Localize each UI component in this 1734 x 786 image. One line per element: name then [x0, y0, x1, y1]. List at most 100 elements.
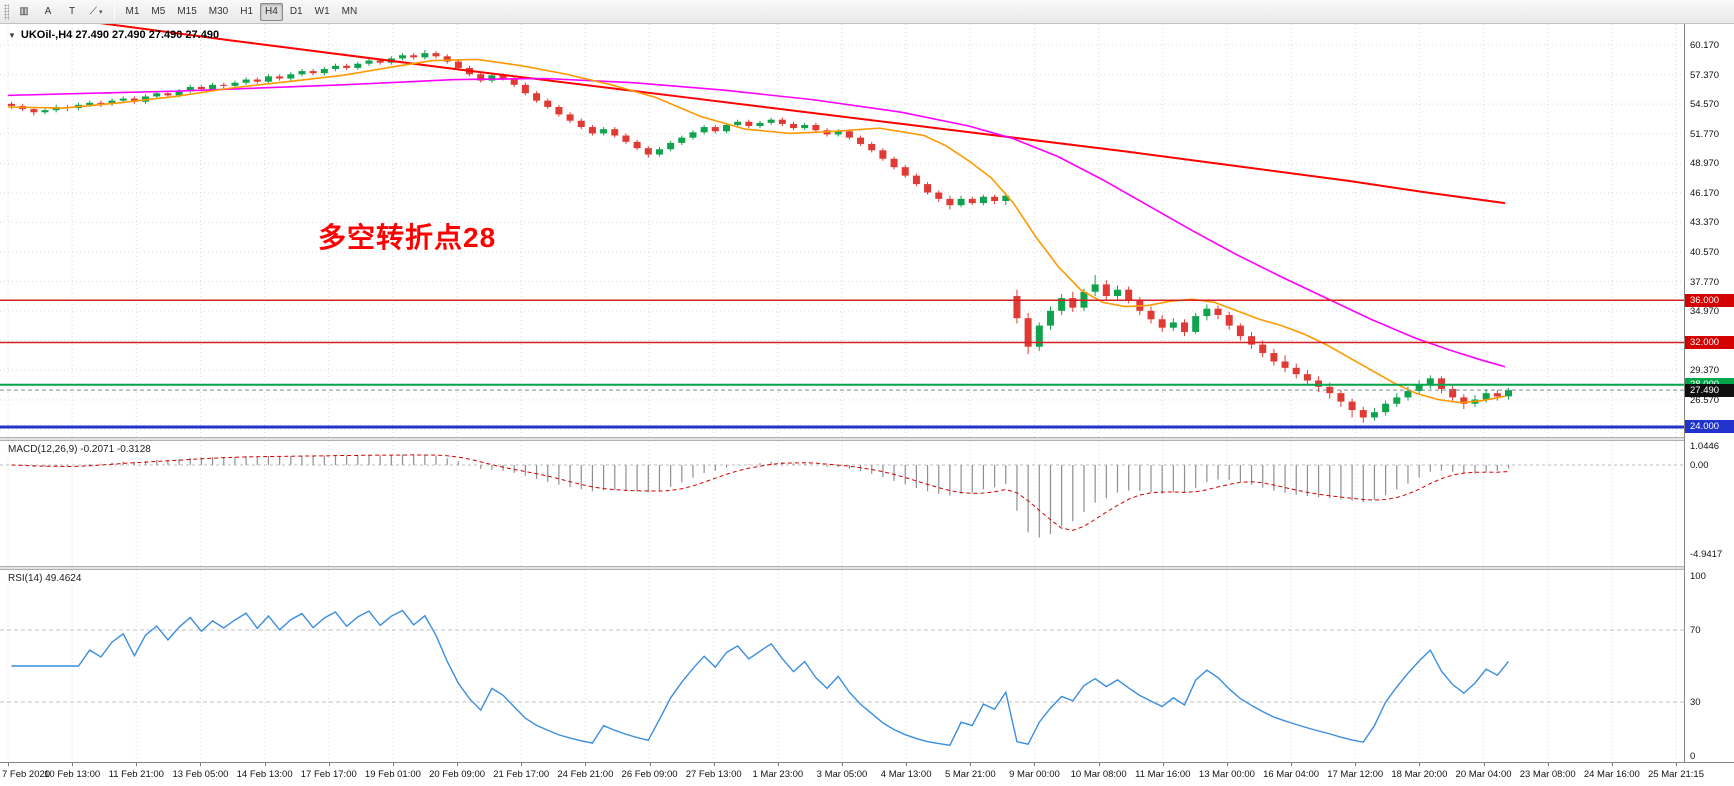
ma-mid-magenta[interactable] — [7, 77, 1506, 368]
price-axis-label: 40.570 — [1690, 246, 1720, 258]
candle — [399, 53, 407, 61]
price-axis-label: 43.370 — [1690, 217, 1720, 229]
time-label: 5 Mar 21:00 — [944, 769, 996, 780]
candle — [1024, 312, 1032, 355]
candle — [734, 119, 742, 128]
pane-splitter-macd[interactable] — [0, 437, 1734, 441]
line-studies-button[interactable]: ⟋ ▾ — [90, 6, 103, 17]
candle — [220, 82, 228, 90]
time-label: 3 Mar 05:00 — [816, 769, 868, 780]
candle — [689, 130, 697, 140]
candle — [633, 139, 641, 151]
candle — [946, 195, 954, 210]
candle — [1426, 375, 1434, 389]
candle — [1046, 306, 1054, 330]
timeframe-mn[interactable]: MN — [341, 6, 358, 17]
candle — [354, 61, 362, 71]
candle — [1058, 293, 1066, 316]
time-label: 21 Feb 17:00 — [493, 769, 550, 780]
time-tick — [1034, 763, 1036, 766]
macd-signal-line — [11, 454, 1509, 531]
price-axis[interactable]: 60.170 57.370 54.570 51.770 48.970 46.170 43.3… — [1684, 24, 1734, 762]
price-axis-label: 60.170 — [1690, 40, 1720, 51]
time-tick — [1162, 763, 1164, 766]
candle — [778, 117, 786, 127]
time-tick — [585, 763, 587, 766]
annotation-text[interactable]: 多空转折点28 — [318, 222, 497, 253]
candle — [488, 73, 496, 83]
time-tick — [264, 763, 266, 766]
candle — [1236, 323, 1244, 341]
time-tick — [713, 763, 715, 766]
candle — [1069, 291, 1077, 312]
timeframe-m5[interactable]: M5 — [151, 6, 166, 17]
candle — [566, 112, 574, 123]
candle — [611, 127, 619, 138]
timeframe-d1[interactable]: D1 — [289, 6, 303, 17]
candle — [924, 181, 932, 195]
time-axis[interactable]: 7 Feb 2020 10 Feb 13:00 11 Feb 21:00 13 Feb… — [0, 762, 1734, 786]
toolbar-separator — [113, 3, 115, 20]
time-label: 1 Mar 23:00 — [752, 769, 804, 780]
candle — [533, 91, 541, 103]
timeframe-h4[interactable]: H4 — [260, 2, 283, 21]
rsi-pane-canvas[interactable] — [0, 570, 1684, 762]
tool-icons-group: ▥ A T ⟋ ▾ — [13, 3, 108, 21]
timeframe-w1[interactable]: W1 — [314, 6, 330, 17]
cursor-a-button[interactable]: A — [44, 6, 52, 17]
candle — [1192, 312, 1200, 335]
candle — [1449, 385, 1457, 402]
time-label: 14 Feb 13:00 — [236, 769, 293, 780]
time-tick — [1098, 763, 1100, 766]
candle — [745, 119, 753, 129]
chart-window-icon[interactable]: ▥ — [19, 6, 29, 17]
timeframe-h1[interactable]: H1 — [240, 6, 254, 17]
time-label: 17 Feb 17:00 — [300, 769, 357, 780]
time-tick — [200, 763, 202, 766]
time-tick — [8, 763, 9, 766]
time-tick — [1419, 763, 1421, 766]
price-tag-24.000: 24.000 — [1685, 420, 1734, 434]
candle — [600, 127, 608, 136]
timeframe-m30[interactable]: M30 — [208, 6, 229, 17]
time-tick — [1483, 763, 1485, 766]
price-axis-label: 34.970 — [1690, 306, 1720, 318]
main-chart-canvas[interactable] — [0, 24, 1684, 437]
candle — [957, 195, 965, 208]
candle — [801, 122, 809, 131]
candle — [1348, 398, 1356, 418]
candle — [1102, 280, 1110, 301]
toolbar-grip[interactable] — [4, 3, 9, 20]
candle — [1013, 289, 1021, 324]
candle — [521, 82, 529, 96]
rsi-axis-label: 70 — [1690, 625, 1701, 636]
collapse-triangle-icon[interactable]: ▼ — [8, 30, 16, 40]
candle — [186, 84, 194, 94]
time-label: 25 Mar 21:15 — [1648, 769, 1704, 780]
ma-fast-orange[interactable] — [7, 58, 1506, 404]
chart-title: ▼ UKOil-,H4 27.490 27.490 27.490 27.490 — [8, 29, 219, 41]
candle — [890, 156, 898, 170]
candle — [8, 101, 15, 110]
candle — [287, 72, 295, 81]
ma-slow-red[interactable] — [8, 24, 1506, 205]
candle — [667, 140, 675, 152]
candle — [454, 59, 462, 71]
pane-splitter-rsi[interactable] — [0, 566, 1734, 570]
time-label: 13 Feb 05:00 — [172, 769, 229, 780]
text-t-button[interactable]: T — [68, 6, 76, 17]
timeframe-buttons-group: M1 M5 M15 M30 H1 H4 D1 W1 MN — [121, 2, 363, 21]
candle — [979, 194, 987, 206]
candle — [1292, 363, 1300, 379]
macd-pane-canvas[interactable] — [0, 441, 1684, 566]
timeframe-m15[interactable]: M15 — [177, 6, 197, 17]
candle — [253, 77, 261, 84]
timeframe-m1[interactable]: M1 — [125, 6, 140, 17]
rsi-label: RSI(14) 49.4624 — [6, 573, 84, 584]
rsi-line — [11, 609, 1510, 747]
time-tick — [842, 763, 843, 766]
candle — [1214, 305, 1222, 320]
time-label: 18 Mar 20:00 — [1391, 769, 1448, 780]
candle — [30, 107, 38, 116]
time-label: 4 Mar 13:00 — [880, 769, 932, 780]
